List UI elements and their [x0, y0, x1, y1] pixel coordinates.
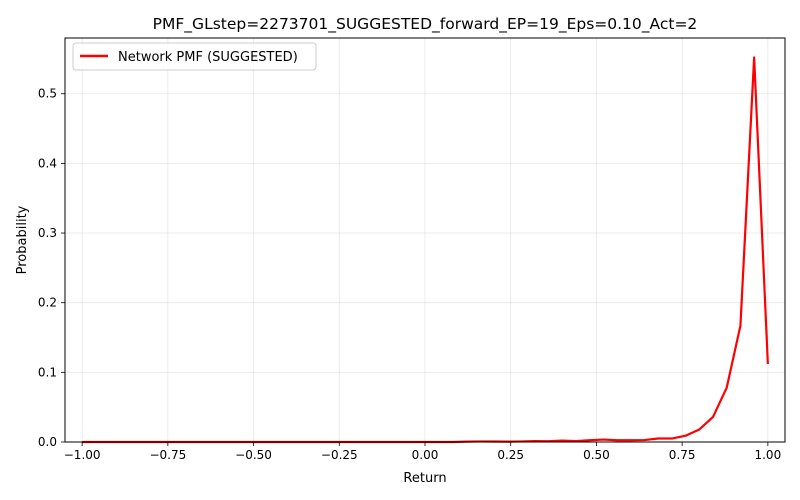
x-tick-label: 0.25 — [497, 448, 524, 462]
x-axis-label: Return — [403, 471, 446, 486]
y-tick-label: 0.0 — [38, 435, 57, 449]
y-tick-label: 0.2 — [38, 296, 57, 310]
legend-box — [72, 42, 317, 71]
y-tick-label: 0.1 — [38, 365, 57, 379]
x-tick-label: 0.75 — [669, 448, 696, 462]
x-tick-label: −1.00 — [64, 448, 101, 462]
chart-title: PMF_GLstep=2273701_SUGGESTED_forward_EP=… — [153, 15, 698, 34]
x-tick-label: 0.50 — [583, 448, 610, 462]
x-tick-label: −0.50 — [235, 448, 272, 462]
y-axis-ticks: 0.0 0.1 0.2 0.3 0.4 0.5 — [38, 87, 65, 449]
x-tick-label: −0.75 — [149, 448, 186, 462]
x-tick-label: 0.00 — [412, 448, 439, 462]
x-tick-label: −0.25 — [321, 448, 358, 462]
x-axis-ticks: −1.00 −0.75 −0.50 −0.25 0.00 0.25 0.50 0.75 1.00 — [64, 442, 781, 462]
y-axis-label: Probability — [15, 205, 30, 274]
y-tick-label: 0.5 — [38, 87, 57, 101]
y-tick-label: 0.3 — [38, 226, 57, 240]
x-tick-label: 1.00 — [754, 448, 781, 462]
grid — [65, 38, 785, 443]
legend-label: Network PMF (SUGGESTED) — [118, 50, 298, 65]
legend: Network PMF (SUGGESTED) — [72, 42, 317, 71]
y-tick-label: 0.4 — [38, 156, 57, 170]
